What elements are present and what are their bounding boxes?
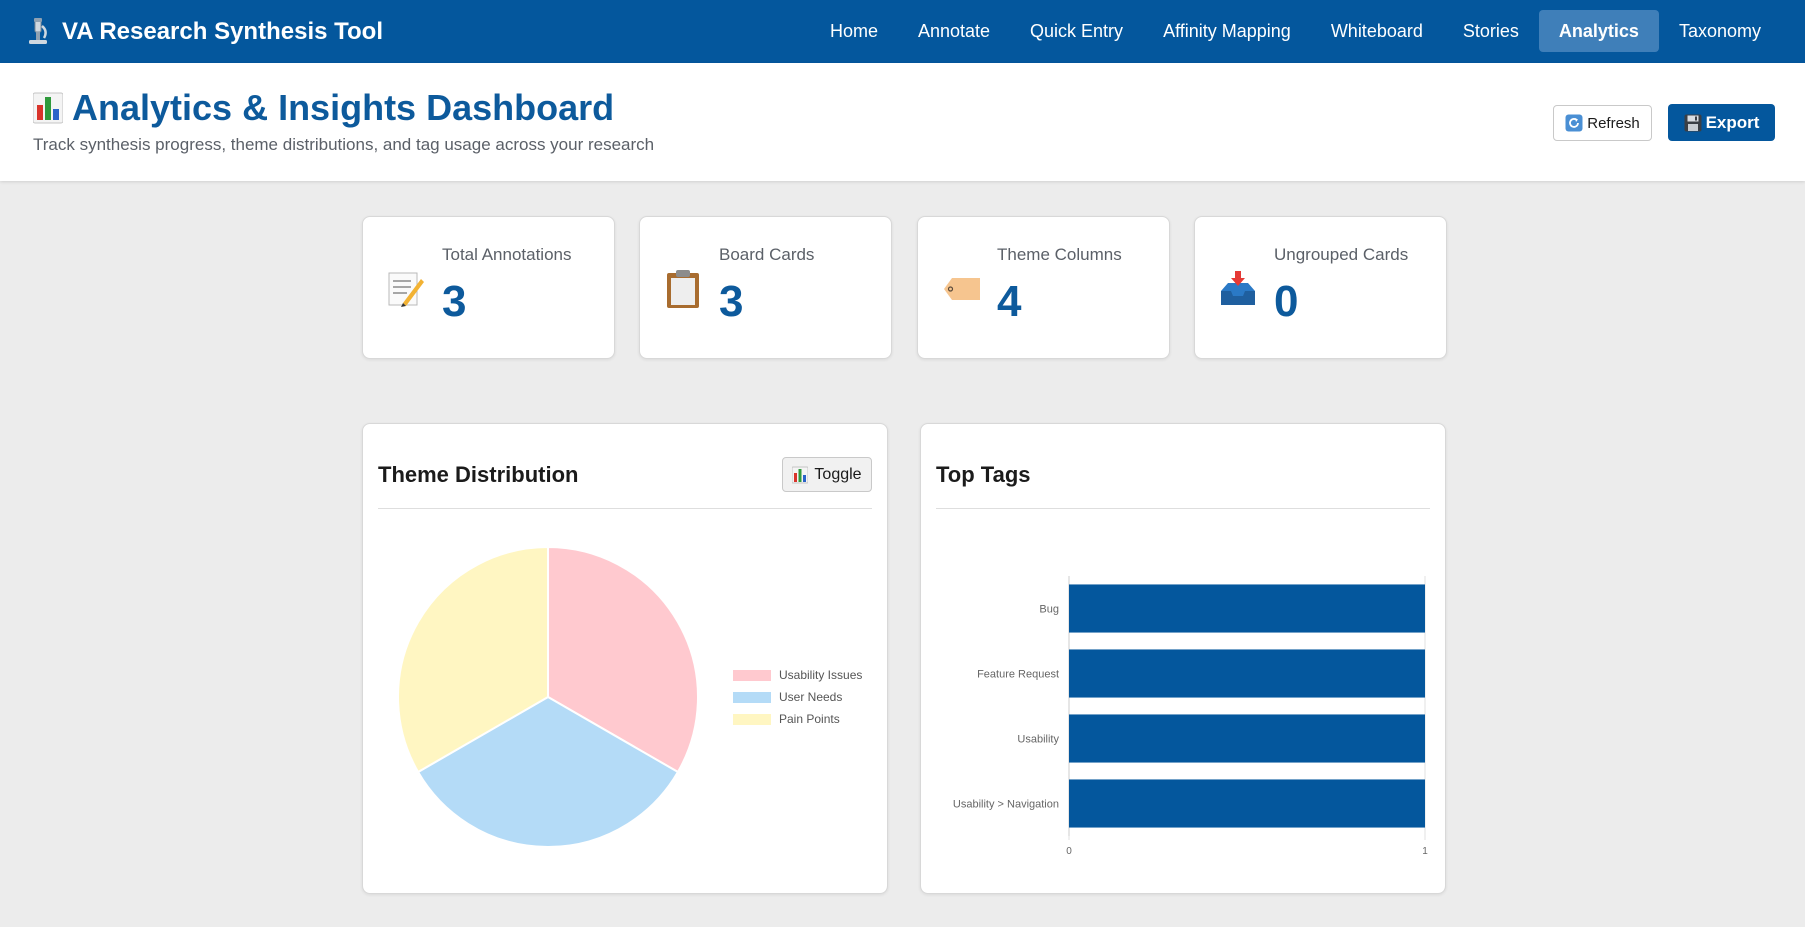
legend-item[interactable]: User Needs <box>733 686 862 708</box>
pie-slice-pain-points[interactable] <box>397 545 549 774</box>
x-tick-label: 0 <box>1066 846 1072 857</box>
inbox-tray-icon <box>1221 271 1255 305</box>
top-tags-bar-chart: 0 1 Bug Feature Request Usability Usability >… <box>953 576 1428 857</box>
floppy-disk-icon <box>1684 114 1702 131</box>
nav-annotate[interactable]: Annotate <box>917 21 991 41</box>
bar-chart-icon <box>792 466 809 483</box>
legend-label: Usability Issues <box>779 668 863 682</box>
legend-item[interactable]: Usability Issues <box>733 664 862 686</box>
app-title: VA Research Synthesis Tool <box>62 17 383 45</box>
legend-label: User Needs <box>779 690 843 704</box>
main-nav: Home Annotate Quick Entry Affinity Mappi… <box>810 10 1781 52</box>
bar-bug[interactable] <box>1069 584 1425 633</box>
legend-swatch <box>733 713 771 725</box>
top-nav-bar: VA Research Synthesis Tool Home Annotate… <box>0 0 1805 63</box>
clipboard-icon <box>667 270 699 308</box>
microscope-icon <box>29 17 47 44</box>
tag-icon <box>944 278 980 300</box>
toggle-label: Toggle <box>814 465 862 483</box>
stat-card-total-annotations: Total Annotations 3 <box>362 216 615 359</box>
stat-value: 4 <box>997 277 1022 326</box>
nav-analytics[interactable]: Analytics <box>1538 10 1659 52</box>
stat-value: 3 <box>442 277 467 326</box>
stat-label: Ungrouped Cards <box>1274 245 1409 264</box>
category-label: Feature Request <box>977 669 1059 681</box>
bar-chart-icon <box>33 92 63 124</box>
stat-label: Board Cards <box>719 245 815 264</box>
page-title-text: Analytics & Insights Dashboard <box>72 87 615 128</box>
category-label: Bug <box>1039 604 1059 616</box>
legend-swatch <box>733 669 771 681</box>
stat-label: Theme Columns <box>997 245 1122 264</box>
bar-usability[interactable] <box>1069 714 1425 763</box>
category-label: Usability > Navigation <box>953 799 1059 811</box>
stat-card-ungrouped-cards: Ungrouped Cards 0 <box>1194 216 1447 359</box>
nav-stories[interactable]: Stories <box>1462 21 1519 41</box>
page-subtitle: Track synthesis progress, theme distribu… <box>33 135 655 154</box>
top-tags-title: Top Tags <box>936 462 1031 487</box>
refresh-label: Refresh <box>1587 114 1640 132</box>
nav-quick-entry[interactable]: Quick Entry <box>1030 21 1124 41</box>
toggle-chart-button[interactable]: Toggle <box>782 457 872 492</box>
nav-whiteboard[interactable]: Whiteboard <box>1330 21 1423 41</box>
nav-taxonomy[interactable]: Taxonomy <box>1678 21 1761 41</box>
export-label: Export <box>1705 112 1760 132</box>
bar-feature-request[interactable] <box>1069 649 1425 698</box>
theme-distribution-title: Theme Distribution <box>378 462 579 487</box>
x-tick-label: 1 <box>1422 846 1428 857</box>
stat-card-board-cards: Board Cards 3 <box>639 216 892 359</box>
page-title: Analytics & Insights Dashboard <box>33 87 614 129</box>
stat-label: Total Annotations <box>442 245 572 264</box>
memo-icon <box>388 272 424 307</box>
pie-slice-user-needs[interactable] <box>416 695 680 848</box>
stat-card-theme-columns: Theme Columns 4 <box>917 216 1170 359</box>
export-button[interactable]: Export <box>1668 104 1775 141</box>
top-tags-panel: Top Tags 0 1 Bug Feature Request Usability Us… <box>920 423 1446 894</box>
refresh-icon <box>1565 114 1583 132</box>
refresh-button[interactable]: Refresh <box>1553 105 1652 141</box>
legend-item[interactable]: Pain Points <box>733 708 862 730</box>
stat-value: 0 <box>1274 277 1299 326</box>
nav-affinity-mapping[interactable]: Affinity Mapping <box>1163 21 1291 41</box>
category-label: Usability <box>1017 734 1059 746</box>
nav-home[interactable]: Home <box>829 21 878 41</box>
theme-distribution-panel: Theme Distribution Toggle Usability Issu… <box>362 423 888 894</box>
legend-label: Pain Points <box>779 712 840 726</box>
stat-value: 3 <box>719 277 744 326</box>
bar-usability-navigation[interactable] <box>1069 779 1425 828</box>
pie-slice-usability-issues[interactable] <box>547 545 699 774</box>
page-header: Analytics & Insights Dashboard Track syn… <box>0 63 1805 181</box>
panel-divider <box>936 508 1430 509</box>
legend-swatch <box>733 691 771 703</box>
pie-legend: Usability Issues User Needs Pain Points <box>733 664 862 730</box>
theme-pie-chart <box>397 545 699 848</box>
panel-divider <box>378 508 872 509</box>
app-brand[interactable]: VA Research Synthesis Tool <box>26 17 383 46</box>
